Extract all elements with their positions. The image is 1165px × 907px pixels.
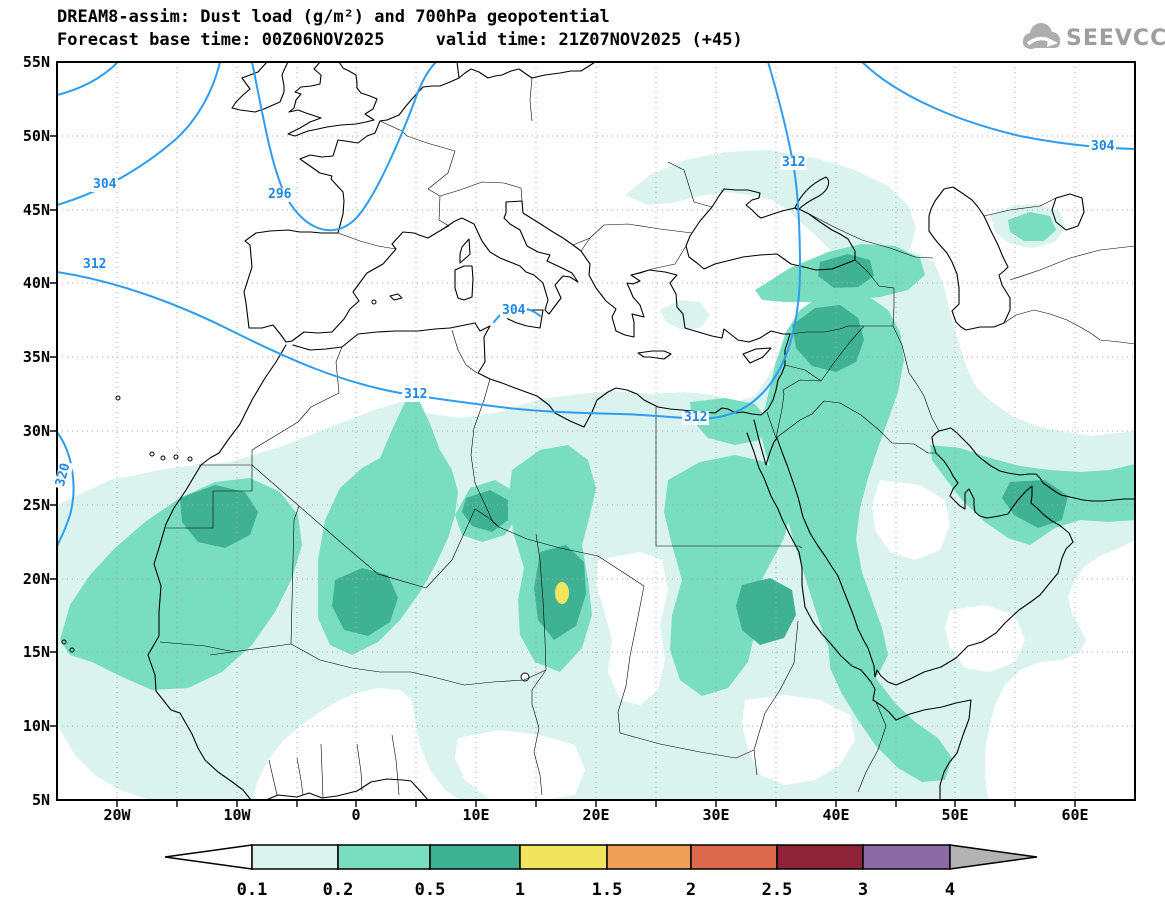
lat-tick-label: 25N <box>22 496 50 514</box>
colorbar-tick-label: 0.5 <box>415 880 446 900</box>
lon-tick-label: 30E <box>702 806 730 824</box>
colorbar-tick-label: 2.5 <box>762 880 793 900</box>
lat-tick-label: 40N <box>22 274 50 292</box>
lon-tick-label: 10W <box>223 806 251 824</box>
colorbar-seg-1 <box>337 844 431 870</box>
lon-tick-label: 0 <box>351 806 361 824</box>
country-borders-layer <box>159 77 1135 799</box>
lat-tick-label: 50N <box>22 127 50 145</box>
lat-tick-label: 15N <box>22 643 50 661</box>
lakes-layer <box>520 672 530 682</box>
colorbar-under-arrow <box>164 844 253 870</box>
colorbar-tick-label: 3 <box>858 880 868 900</box>
contour-label-304: 304 <box>1089 139 1117 154</box>
contour-label-304: 304 <box>500 303 528 318</box>
dust-white-cutouts <box>455 480 1025 800</box>
colorbar-tick-label: 1 <box>515 880 525 900</box>
colorbar-tick-label: 2 <box>686 880 696 900</box>
lat-tick-label: 5N <box>31 791 50 809</box>
lat-tick-label: 45N <box>22 201 50 219</box>
contour-label-312: 312 <box>81 257 109 272</box>
lon-tick-label: 40E <box>822 806 850 824</box>
lon-tick-label: 10E <box>462 806 490 824</box>
colorbar-seg-5 <box>690 844 778 870</box>
seevccc-cloud-icon <box>1023 23 1060 49</box>
lat-tick-label: 35N <box>22 348 50 366</box>
seevccc-logo-text: SEEVCCC <box>1066 26 1165 51</box>
dust-level-1-layer <box>555 582 569 604</box>
colorbar-tick-label: 4 <box>945 880 955 900</box>
small-islands <box>61 299 377 653</box>
colorbar-seg-0 <box>251 844 339 870</box>
colorbar-seg-6 <box>776 844 864 870</box>
colorbar-over-arrow <box>949 844 1038 870</box>
dust-level-05-layer <box>180 254 1068 645</box>
lon-tick-label: 20E <box>582 806 610 824</box>
colorbar-tick-label: 0.2 <box>323 880 354 900</box>
page-title: DREAM8-assim: Dust load (g/m²) and 700hP… <box>57 7 610 27</box>
lat-tick-label: 55N <box>22 53 50 71</box>
colorbar: 0.1 0.2 0.5 1 1.5 2 2.5 3 4 <box>164 844 1038 900</box>
contour-label-312: 312 <box>780 155 808 170</box>
colorbar-seg-2 <box>429 844 521 870</box>
contour-label-304: 304 <box>91 177 119 192</box>
contour-label-312: 312 <box>402 387 430 402</box>
lon-tick-label: 60E <box>1061 806 1089 824</box>
lat-tick-label: 10N <box>22 717 50 735</box>
lon-tick-label: 20W <box>103 806 131 824</box>
axis-ticks <box>50 135 1076 807</box>
contour-label-312: 312 <box>682 410 710 425</box>
colorbar-tick-label: 1.5 <box>592 880 623 900</box>
lat-tick-label: 20N <box>22 570 50 588</box>
colorbar-seg-3 <box>519 844 608 870</box>
colorbar-seg-7 <box>862 844 951 870</box>
colorbar-tick-label: 0.1 <box>237 880 268 900</box>
lon-tick-label: 50E <box>941 806 969 824</box>
lat-tick-label: 30N <box>22 422 50 440</box>
coastline-layer <box>147 62 1135 800</box>
contour-label-296: 296 <box>266 187 294 202</box>
colorbar-seg-4 <box>606 844 692 870</box>
page-subtitle: Forecast base time: 00Z06NOV2025 valid t… <box>57 30 743 50</box>
